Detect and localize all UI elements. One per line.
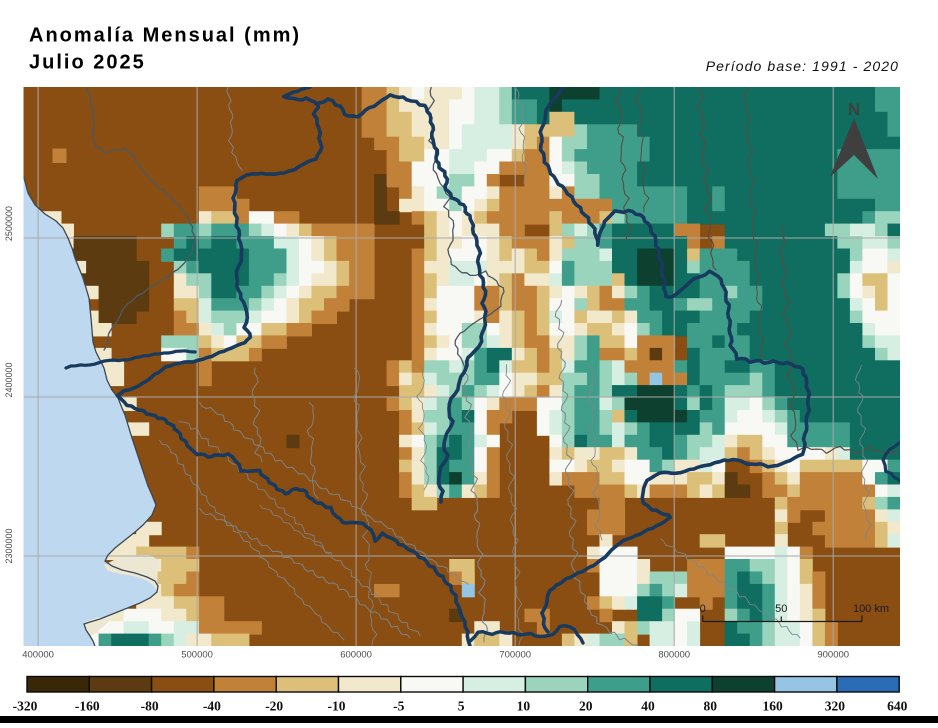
svg-text:-160: -160: [75, 699, 100, 714]
svg-text:640: 640: [887, 699, 908, 714]
svg-text:-10: -10: [328, 699, 346, 714]
svg-text:-20: -20: [265, 699, 283, 714]
svg-text:-320: -320: [13, 699, 38, 714]
svg-text:0: 0: [700, 603, 706, 615]
svg-text:900000: 900000: [817, 650, 849, 661]
svg-text:Período base: 1991 - 2020: Período base: 1991 - 2020: [706, 58, 899, 74]
svg-text:700000: 700000: [499, 650, 531, 661]
svg-text:320: 320: [825, 699, 846, 714]
svg-text:500000: 500000: [181, 650, 213, 661]
svg-text:Anomalía Mensual (mm): Anomalía Mensual (mm): [29, 25, 301, 47]
svg-text:160: 160: [762, 699, 783, 714]
svg-text:20: 20: [579, 699, 593, 714]
svg-text:5: 5: [458, 699, 465, 714]
svg-text:2300000: 2300000: [4, 528, 14, 563]
svg-text:400000: 400000: [22, 650, 54, 661]
svg-text:2400000: 2400000: [4, 362, 14, 397]
svg-text:10: 10: [517, 699, 531, 714]
svg-text:-40: -40: [203, 699, 221, 714]
svg-text:800000: 800000: [658, 650, 690, 661]
svg-text:N: N: [848, 100, 860, 119]
svg-text:Julio 2025: Julio 2025: [29, 52, 146, 74]
svg-text:600000: 600000: [340, 650, 372, 661]
svg-text:100 km: 100 km: [853, 603, 889, 615]
svg-text:-80: -80: [141, 699, 159, 714]
svg-text:-5: -5: [393, 699, 404, 714]
svg-text:2500000: 2500000: [4, 206, 14, 241]
svg-text:40: 40: [641, 699, 655, 714]
svg-text:50: 50: [775, 603, 787, 615]
svg-text:80: 80: [704, 699, 718, 714]
